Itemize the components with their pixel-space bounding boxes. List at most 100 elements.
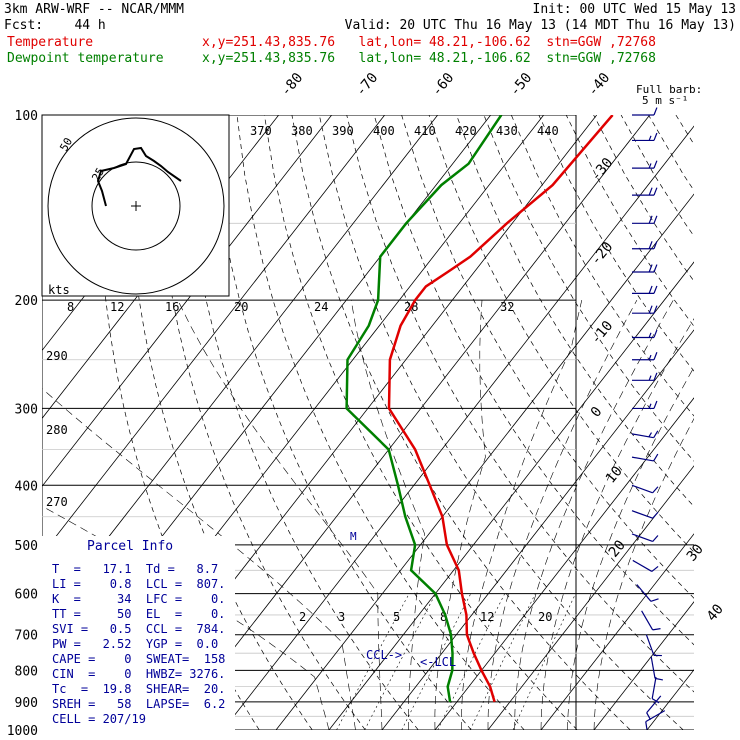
wind-barb (632, 352, 658, 361)
wind-barb-flag (654, 677, 663, 681)
mixing-ratio-label: 5 (393, 610, 400, 624)
wind-barb-shaft (631, 433, 654, 439)
parcel-row-tc: Tc = 19.8 SHEAR= 20. (52, 682, 226, 696)
pressure-tick-label: 100 (15, 109, 38, 124)
dry-adiabat-line (373, 115, 694, 646)
dry-adiabat-line (264, 115, 578, 730)
wind-barb (632, 187, 658, 196)
isotherm-label: -50 (507, 70, 536, 100)
isotherm-label: 10 (603, 463, 626, 486)
mixing-ratio-line (437, 593, 505, 730)
wind-barb (632, 160, 658, 169)
wind-barb-flag (653, 430, 659, 439)
dry-adiabat-line (510, 115, 694, 417)
hodograph-ring-50 (47, 117, 225, 295)
isotherm-label: -80 (278, 70, 307, 100)
dry-adiabat-label: 290 (46, 349, 68, 363)
dry-adiabat-line (428, 115, 694, 553)
moist-adiabat-line (434, 300, 486, 730)
dry-adiabat-line (291, 115, 631, 730)
wind-barb-flag (653, 372, 658, 381)
isotherm-label: -40 (585, 70, 614, 100)
wind-barb-flag (653, 132, 658, 141)
dry-adiabat-line (565, 115, 694, 327)
pressure-tick-label: 700 (15, 629, 38, 644)
wind-barb-shaft (631, 484, 653, 494)
parcel-row-cin: CIN = 0 HWBZ= 3276. (52, 667, 226, 681)
wind-barb-shaft (631, 510, 653, 519)
model-title: 3km ARW-WRF -- NCAR/MMM (4, 2, 185, 17)
isotherm-line (222, 125, 694, 730)
wind-barb-half (648, 332, 652, 338)
temperature-tick-label: 32 (500, 300, 514, 314)
wind-barb (632, 285, 658, 294)
isotherm-label: 20 (606, 537, 629, 560)
isotherm-line (328, 261, 694, 730)
wind-barb-flag (645, 721, 648, 730)
dry-adiabat-label: 270 (46, 495, 68, 509)
parcel-row-pw: PW = 2.52 YGP = 0.0 (52, 637, 219, 651)
wind-barb-flag (651, 565, 659, 572)
wind-barb-flag (652, 486, 659, 494)
wind-barb-flag (648, 187, 653, 196)
wind-barb (645, 634, 662, 657)
dry-adiabat-line (648, 115, 694, 192)
wind-barb (632, 132, 658, 142)
parcel-info-title: Parcel Info (87, 539, 174, 554)
moist-adiabat-line (461, 300, 583, 730)
dewpoint-trace (345, 115, 503, 703)
dry-adiabat-line (483, 115, 694, 462)
wind-legend-line2: 5 m s⁻¹ (642, 94, 689, 107)
wind-barb-shaft (631, 533, 653, 543)
wind-barb (632, 372, 658, 381)
isotherm-label: -60 (429, 70, 458, 100)
dewpoint-legend-label: Dewpoint temperature (7, 51, 164, 66)
wind-barb (631, 510, 659, 519)
wind-barb-flag (653, 160, 658, 169)
wind-barb-flag (653, 305, 658, 314)
theta-label: 430 (496, 124, 518, 138)
theta-label: 440 (537, 124, 559, 138)
dry-adiabat-line (401, 115, 694, 599)
wind-barb (632, 329, 658, 339)
wind-barb-flag (653, 352, 658, 360)
wind-barb (632, 559, 659, 572)
hodograph-trace (96, 146, 182, 207)
dry-adiabat-line (620, 115, 694, 237)
wind-barb (641, 610, 661, 631)
dry-adiabat-line (236, 115, 525, 730)
temperature-legend-info: x,y=251.43,835.76 lat,lon= 48.21,-106.62… (202, 35, 656, 50)
wind-barb-flag (653, 329, 658, 338)
parcel-row-cape: CAPE = 0 SWEAT= 158 (52, 652, 226, 666)
wind-barb (632, 305, 658, 314)
isotherm-line (700, 115, 740, 730)
wind-barb-flag (650, 598, 659, 602)
theta-label: 400 (373, 124, 395, 138)
moist-adiabat-line (350, 300, 426, 730)
wind-barb-shaft (646, 695, 662, 714)
level-m-marker: M (350, 530, 357, 543)
dry-adiabat-line (181, 115, 419, 730)
valid-time: Valid: 20 UTC Thu 16 May 13 (14 MDT Thu … (344, 18, 736, 33)
parcel-info-panel (42, 536, 235, 730)
wind-legend-line1: Full barb: (636, 83, 703, 96)
wind-barb-half (648, 403, 652, 409)
hodograph-ring-25 (91, 161, 181, 251)
theta-label: 370 (250, 124, 272, 138)
wind-barb-half (648, 432, 653, 438)
isotherm-label: -20 (588, 239, 617, 269)
parcel-row-tt: TT = 50 EL = 0. (52, 607, 226, 621)
mixing-ratio-line (469, 593, 536, 730)
pressure-tick-label: 900 (15, 696, 38, 711)
temperature-tick-label: 12 (110, 300, 124, 314)
wind-barb (631, 484, 659, 494)
wind-barb-flag (648, 215, 653, 224)
temperature-tick-label: 16 (165, 300, 179, 314)
moist-adiabat-line (540, 318, 694, 730)
plot-frame (42, 115, 577, 730)
wind-barb (651, 676, 660, 704)
mixing-ratio-line (336, 593, 410, 730)
pressure-tick-label: 800 (15, 664, 38, 679)
parcel-row-li: LI = 0.8 LCL = 807. (52, 577, 226, 591)
